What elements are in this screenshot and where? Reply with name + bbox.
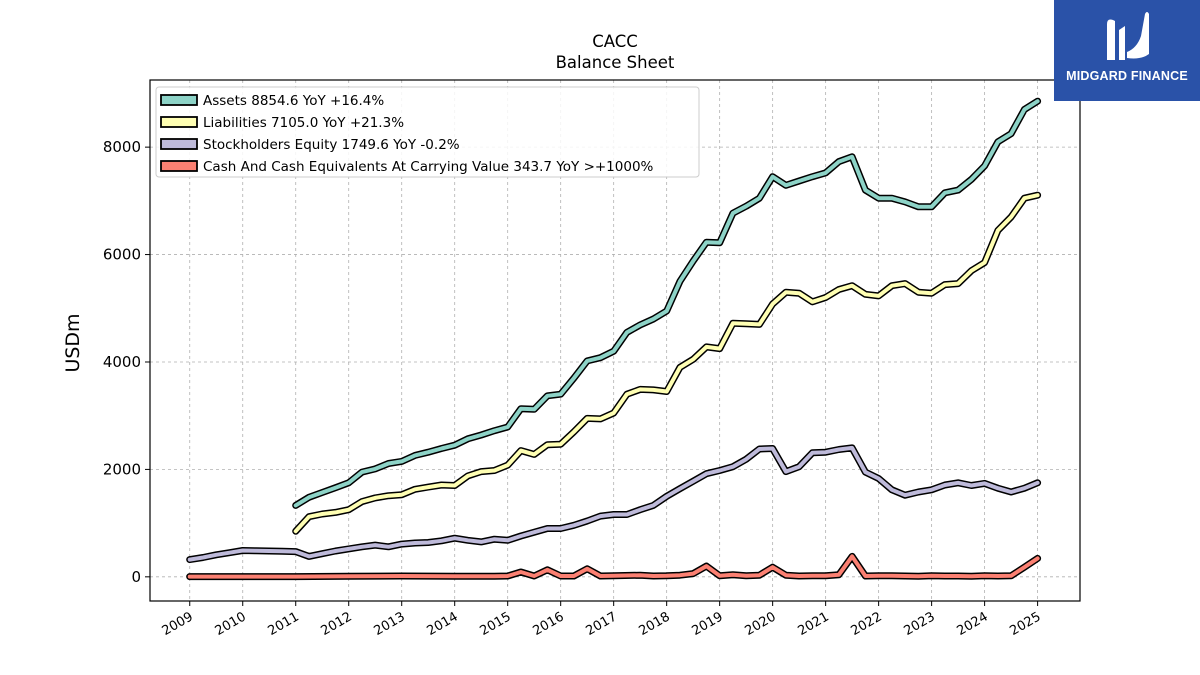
plot-frame xyxy=(149,79,1081,602)
x-tick-label: 2011 xyxy=(266,609,302,639)
legend-entry: Assets 8854.6 YoY +16.4% xyxy=(203,93,384,109)
series-stroke xyxy=(187,445,1040,562)
x-tick-label: 2024 xyxy=(954,609,990,639)
x-tick-label: 2015 xyxy=(478,609,514,639)
x-tick-label: 2017 xyxy=(584,609,620,639)
series-line-1 xyxy=(292,97,1042,509)
midgard-finance-logo: MIDGARD FINANCE xyxy=(1054,0,1200,101)
legend-box xyxy=(155,86,700,178)
legend-entry: Cash And Cash Equivalents At Carrying Va… xyxy=(203,159,654,175)
series-stroke xyxy=(187,554,1040,579)
x-tick-label: 2023 xyxy=(901,609,937,639)
legend-swatch xyxy=(160,94,198,106)
legend-swatch xyxy=(160,160,198,172)
x-tick-label: 2022 xyxy=(848,609,884,639)
series-stroke xyxy=(293,193,1040,534)
legend: Assets 8854.6 YoY +16.4% Liabilities 7105… xyxy=(155,86,700,178)
legend-swatch xyxy=(160,116,198,128)
x-tick-label: 2013 xyxy=(372,609,408,639)
x-tick-label: 2014 xyxy=(425,609,461,639)
chart-subtitle: Balance Sheet xyxy=(556,53,675,72)
x-tick-label: 2012 xyxy=(319,609,355,639)
y-tick-label: 8000 xyxy=(103,138,141,156)
midgard-logo-icon xyxy=(1107,12,1149,60)
series-line-2 xyxy=(292,191,1042,535)
chart-title: CACC xyxy=(592,32,638,51)
x-tick-label: 2010 xyxy=(213,609,249,639)
legend-entry: Stockholders Equity 1749.6 YoY -0.2% xyxy=(203,137,460,153)
series-lines xyxy=(186,97,1042,581)
y-tick-label: 2000 xyxy=(103,460,141,478)
x-tick-label: 2016 xyxy=(531,609,567,639)
x-tick-label: 2021 xyxy=(795,609,831,639)
axis-ticks: 2009 2010 2011 2012 2013 2014 2015 2016 2017 2018… xyxy=(103,138,1044,639)
legend-swatch xyxy=(160,138,198,150)
x-tick-label: 2025 xyxy=(1007,609,1043,639)
x-tick-label: 2018 xyxy=(637,609,673,639)
x-tick-label: 2019 xyxy=(689,609,725,639)
x-tick-label: 2020 xyxy=(742,609,778,639)
series-line-4 xyxy=(186,552,1042,581)
y-axis-label: USDm xyxy=(62,313,84,372)
y-tick-label: 6000 xyxy=(103,246,141,264)
legend-entry: Liabilities 7105.0 YoY +21.3% xyxy=(203,115,404,131)
series-line-3 xyxy=(186,444,1042,564)
brand-name: MIDGARD FINANCE xyxy=(1066,69,1188,83)
y-tick-label: 0 xyxy=(131,568,141,586)
x-tick-label: 2009 xyxy=(160,609,196,639)
series-stroke xyxy=(293,99,1040,508)
y-tick-label: 4000 xyxy=(103,353,141,371)
